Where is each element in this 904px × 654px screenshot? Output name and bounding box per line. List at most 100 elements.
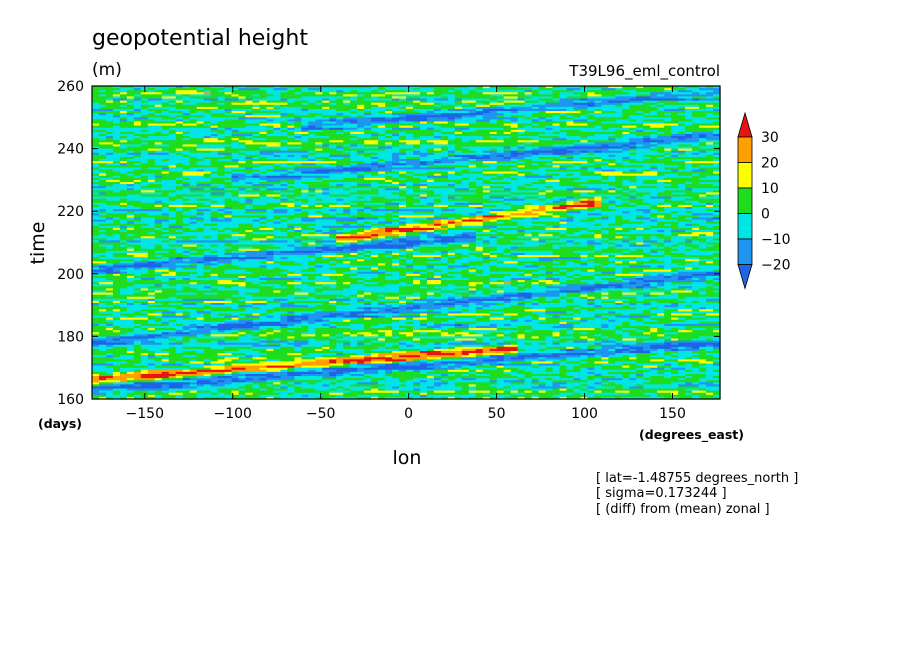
- heatmap-cell: [503, 133, 512, 137]
- heatmap-cell: [231, 136, 240, 139]
- heatmap-cell: [524, 125, 533, 129]
- heatmap-cell: [336, 94, 344, 98]
- heatmap-cell: [336, 111, 344, 114]
- heatmap-cell: [385, 117, 393, 120]
- heatmap-cell: [203, 106, 212, 110]
- heatmap-cell: [580, 96, 589, 100]
- heatmap-cell: [315, 100, 323, 104]
- heatmap-cell: [364, 111, 372, 114]
- heatmap-cell: [608, 100, 616, 104]
- heatmap-cell: [678, 98, 686, 102]
- heatmap-cell: [643, 94, 651, 98]
- heatmap-cell: [643, 100, 651, 104]
- heatmap-cell: [517, 102, 526, 106]
- heatmap-cell: [636, 88, 644, 91]
- heatmap-cell: [587, 142, 595, 146]
- heatmap-cell: [112, 148, 121, 152]
- heatmap-cell: [503, 100, 512, 104]
- heatmap-cell: [650, 104, 658, 108]
- heatmap-cell: [685, 108, 693, 112]
- heatmap-cell: [510, 125, 519, 129]
- heatmap-cell: [531, 123, 540, 127]
- heatmap-cell: [161, 138, 170, 141]
- heatmap-cell: [203, 125, 212, 129]
- heatmap-cell: [336, 108, 344, 112]
- heatmap-cell: [336, 92, 344, 95]
- heatmap-cell: [98, 98, 107, 102]
- heatmap-cell: [245, 88, 254, 91]
- heatmap-cell: [685, 104, 693, 108]
- heatmap-cell: [357, 88, 365, 91]
- heatmap-cell: [273, 117, 281, 120]
- heatmap-cell: [615, 144, 623, 148]
- heatmap-cell: [489, 102, 498, 106]
- heatmap-cell: [245, 98, 254, 102]
- heatmap-cell: [636, 127, 644, 131]
- heatmap-cell: [664, 92, 672, 95]
- heatmap-cell: [350, 119, 358, 123]
- heatmap-cell: [531, 138, 540, 141]
- heatmap-cell: [531, 90, 540, 93]
- heatmap-cell: [203, 88, 212, 91]
- heatmap-cell: [713, 90, 721, 93]
- heatmap-cell: [461, 90, 470, 93]
- heatmap-cell: [454, 98, 463, 102]
- heatmap-cell: [231, 90, 240, 93]
- heatmap-cell: [426, 96, 435, 100]
- heatmap-cell: [440, 133, 449, 137]
- heatmap-cell: [657, 119, 665, 123]
- heatmap-cell: [608, 104, 616, 108]
- heatmap-cell: [168, 92, 177, 95]
- heatmap-cell: [657, 117, 665, 120]
- heatmap-cell: [573, 144, 582, 148]
- heatmap-cell: [252, 138, 261, 141]
- heatmap-cell: [482, 127, 491, 131]
- heatmap-cell: [189, 133, 198, 137]
- heatmap-cells: [92, 86, 721, 400]
- heatmap-cell: [706, 131, 714, 135]
- heatmap-cell: [140, 133, 149, 137]
- heatmap-cell: [273, 113, 281, 116]
- heatmap-cell: [426, 108, 435, 112]
- heatmap-cell: [419, 113, 428, 116]
- heatmap-cell: [210, 129, 219, 133]
- heatmap-cell: [133, 88, 142, 91]
- heatmap-cell: [587, 113, 595, 116]
- heatmap-cell: [636, 136, 644, 139]
- heatmap-cell: [406, 113, 414, 116]
- heatmap-cell: [140, 96, 149, 100]
- heatmap-cell: [350, 117, 358, 120]
- heatmap-cell: [378, 108, 386, 112]
- heatmap-cell: [573, 100, 582, 104]
- heatmap-cell: [713, 106, 721, 110]
- heatmap-cell: [601, 88, 609, 91]
- heatmap-cell: [601, 129, 609, 133]
- heatmap-cell: [678, 144, 686, 148]
- heatmap-cell: [580, 123, 589, 127]
- heatmap-cell: [699, 94, 707, 98]
- heatmap-cell: [301, 131, 309, 135]
- heatmap-cell: [126, 108, 135, 112]
- heatmap-cell: [336, 133, 344, 137]
- heatmap-cell: [189, 108, 198, 112]
- heatmap-cell: [161, 142, 170, 146]
- heatmap-cell: [524, 96, 533, 100]
- heatmap-cell: [461, 123, 470, 127]
- heatmap-cell: [210, 94, 219, 98]
- heatmap-cell: [392, 90, 400, 93]
- heatmap-cell: [133, 138, 142, 141]
- heatmap-cell: [489, 133, 498, 137]
- heatmap-cell: [350, 88, 358, 91]
- heatmap-cell: [133, 106, 142, 110]
- heatmap-cell: [545, 113, 554, 116]
- heatmap-cell: [664, 127, 672, 131]
- heatmap-cell: [231, 104, 240, 108]
- heatmap-cell: [503, 96, 512, 100]
- heatmap-cell: [531, 106, 540, 110]
- heatmap-cell: [196, 88, 205, 91]
- heatmap-cell: [517, 104, 526, 108]
- heatmap-cell: [92, 94, 100, 98]
- heatmap-cell: [503, 129, 512, 133]
- heatmap-cell: [643, 131, 651, 135]
- heatmap-cell: [622, 119, 630, 123]
